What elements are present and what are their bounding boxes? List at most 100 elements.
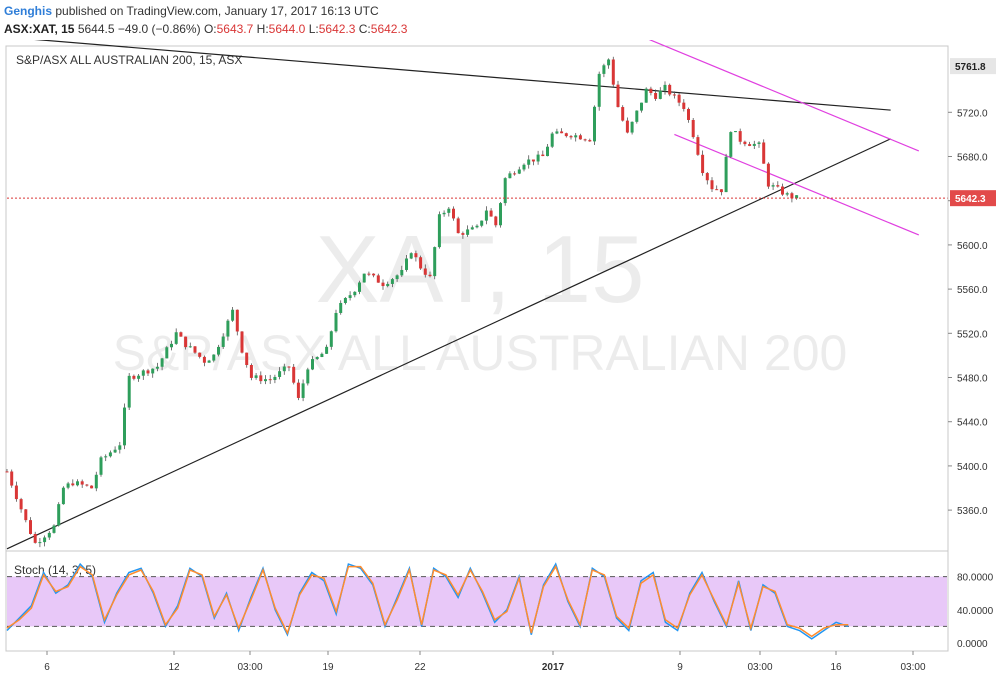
candle-body	[249, 364, 253, 378]
candle-body	[729, 132, 733, 157]
candle-body	[752, 143, 756, 146]
time-axis[interactable]: 6 12 03:00 19 22 2017 9 03:00 16 03:00	[44, 651, 926, 673]
last-price: 5644.5	[77, 22, 115, 36]
candle-body	[66, 483, 70, 488]
candle-body	[362, 273, 366, 283]
candle-body	[593, 106, 596, 142]
candle-body	[654, 92, 658, 99]
candle-body	[296, 382, 300, 398]
time-tick-label: 03:00	[900, 662, 925, 673]
candle-body	[202, 356, 206, 363]
candle-body	[781, 186, 784, 195]
candle-body	[14, 485, 18, 500]
author-link[interactable]: Genghis	[4, 4, 53, 18]
candle-body	[569, 136, 573, 138]
candle-body	[564, 133, 568, 137]
candle-body	[372, 273, 376, 276]
candle-body	[531, 159, 535, 162]
candle-body	[536, 154, 540, 162]
candle-body	[273, 376, 277, 380]
candle-body	[235, 309, 239, 332]
candle-body	[456, 218, 460, 234]
candle-body	[630, 121, 634, 133]
candle-body	[522, 164, 526, 170]
drawing-lines[interactable]	[6, 40, 920, 550]
candle-body	[461, 233, 465, 235]
watermark-name: S&P/ASX ALL AUSTRALIAN 200	[113, 325, 848, 381]
price-tick-label: 5720.0	[957, 108, 988, 119]
candle-body	[607, 59, 611, 66]
candle-body	[33, 533, 37, 543]
candle-body	[395, 275, 399, 280]
candle-body	[738, 131, 742, 142]
candle-body	[602, 65, 606, 74]
candle-body	[663, 84, 667, 91]
candle-body	[508, 173, 512, 179]
stoch-axis[interactable]: 80.0000 40.0000 0.0000	[957, 573, 994, 650]
candle-body	[447, 208, 451, 213]
candle-body	[419, 257, 423, 269]
candle-body	[141, 370, 145, 376]
candle-body	[282, 366, 286, 372]
chart-title: S&P/ASX ALL AUSTRALIAN 200, 15, ASX	[16, 53, 242, 67]
candle-body	[560, 131, 564, 134]
watermark-symbol: XAT, 15	[315, 216, 644, 323]
trend-line-3	[674, 133, 920, 236]
candle-body	[184, 336, 188, 348]
candle-body	[99, 457, 103, 475]
candle-body	[170, 343, 173, 348]
candle-body	[423, 268, 427, 275]
candle-body	[259, 375, 263, 382]
candle-body	[428, 274, 432, 277]
candle-body	[47, 532, 51, 538]
candle-body	[400, 269, 404, 276]
time-tick-label: 03:00	[237, 662, 262, 673]
candle-body	[517, 169, 521, 174]
candle-body	[348, 295, 352, 298]
trend-line-1	[6, 138, 891, 550]
candle-body	[123, 407, 126, 446]
price-tick-label: 5440.0	[957, 418, 988, 429]
candle-body	[226, 320, 230, 337]
candle-body	[57, 504, 61, 526]
stoch-series-1	[6, 564, 849, 638]
close-value: 5642.3	[370, 22, 408, 36]
price-change: −49.0 (−0.86%)	[117, 22, 201, 36]
candle-body	[343, 297, 347, 303]
candle-body	[287, 366, 291, 368]
candle-body	[578, 135, 582, 140]
candle-body	[10, 471, 14, 486]
candle-body	[475, 225, 479, 228]
candle-body	[80, 481, 84, 485]
candle-body	[61, 487, 65, 505]
close-label: C:	[358, 22, 371, 36]
price-axis[interactable]: 5720.05680.05640.05600.05560.05520.05480…	[948, 108, 988, 517]
candle-body	[705, 173, 709, 181]
candle-body	[719, 189, 723, 193]
candle-body	[193, 346, 197, 353]
price-tick-label: 5400.0	[957, 462, 988, 473]
candle-body	[611, 59, 615, 85]
candle-body	[766, 163, 770, 187]
candle-body	[588, 140, 592, 142]
stoch-tick-label: 40.0000	[957, 606, 994, 617]
candle-body	[24, 509, 28, 521]
candle-body	[437, 214, 441, 248]
candle-body	[381, 282, 385, 287]
candle-body	[108, 452, 112, 457]
candle-body	[452, 208, 455, 219]
time-tick-label: 6	[44, 662, 50, 673]
candle-body	[329, 331, 333, 347]
candle-body	[555, 131, 559, 134]
candle-body	[188, 346, 192, 348]
price-pane[interactable]	[5, 45, 949, 592]
stoch-tick-label: 80.0000	[957, 573, 994, 584]
candle-body	[771, 185, 775, 187]
candle-body	[165, 347, 169, 359]
candle-body	[254, 375, 258, 378]
chart-canvas[interactable]: XAT, 15 S&P/ASX ALL AUSTRALIAN 200 S&P/A…	[0, 40, 1008, 686]
candle-body	[550, 133, 554, 147]
price-tick-label: 5680.0	[957, 153, 988, 164]
open-label: O:	[203, 22, 217, 36]
candle-body	[696, 137, 700, 155]
